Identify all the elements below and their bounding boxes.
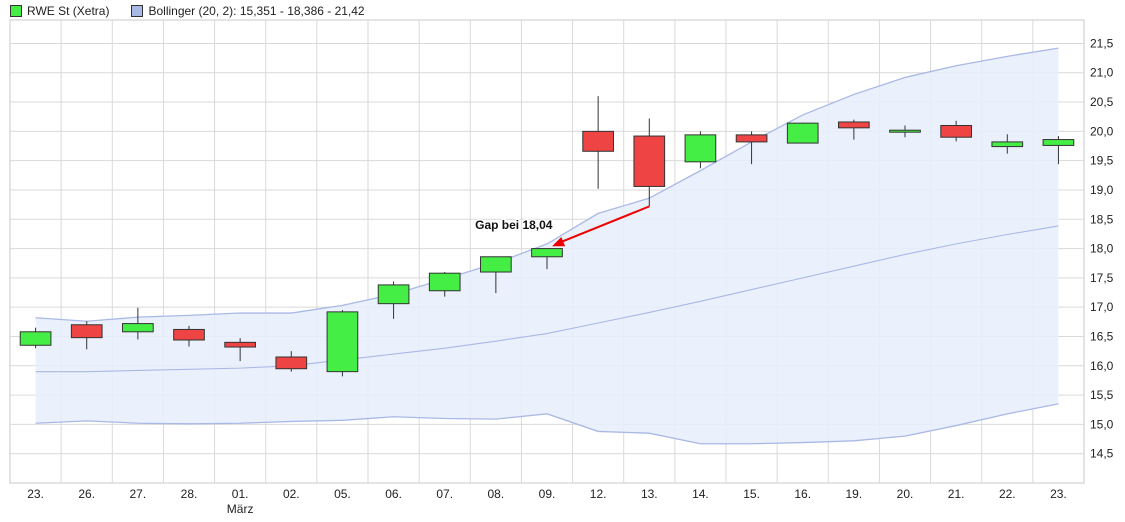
- legend: RWE St (Xetra) Bollinger (20, 2): 15,351…: [10, 4, 365, 18]
- candle-up: [428, 272, 461, 292]
- legend-label-bollinger: Bollinger (20, 2): 15,351 - 18,386 - 21,…: [148, 4, 365, 18]
- y-tick-label: 18,5: [1090, 212, 1114, 226]
- candle-down: [275, 356, 308, 370]
- candle-down: [224, 341, 256, 348]
- y-tick-label: 18,0: [1090, 242, 1114, 256]
- legend-item-bollinger: Bollinger (20, 2): 15,351 - 18,386 - 21,…: [131, 4, 365, 18]
- bollinger-upper-line: [35, 47, 1059, 322]
- legend-swatch-bollinger: [131, 5, 144, 17]
- x-tick-label: 23.: [1050, 487, 1067, 501]
- x-tick-label: 08.: [488, 487, 505, 501]
- candle-up: [326, 311, 359, 373]
- y-tick-label: 17,0: [1090, 300, 1114, 314]
- annotation-label: Gap bei 18,04: [475, 218, 553, 232]
- candle-down: [735, 134, 768, 143]
- x-tick-label: 01.: [232, 487, 249, 501]
- bollinger-band-area: [35, 48, 1059, 444]
- candle-down: [173, 328, 205, 341]
- x-tick-label: 22.: [999, 487, 1016, 501]
- candle-up: [480, 256, 512, 273]
- legend-swatch-stock: [10, 5, 22, 17]
- candle-down: [70, 324, 103, 339]
- y-tick-label: 19,5: [1090, 154, 1114, 168]
- candle-down: [633, 135, 666, 187]
- y-tick-label: 21,0: [1090, 66, 1114, 80]
- y-tick-label: 20,0: [1090, 124, 1114, 138]
- candle-up: [684, 134, 717, 163]
- bollinger-lower-line: [35, 403, 1059, 445]
- candle-up: [122, 323, 154, 333]
- x-tick-label: 16.: [794, 487, 811, 501]
- candle-up: [377, 284, 410, 305]
- x-tick-label: 14.: [692, 487, 709, 501]
- candle-down: [940, 124, 972, 138]
- x-tick-label: 13.: [641, 487, 658, 501]
- candle-up: [991, 141, 1024, 148]
- x-tick-label: 26.: [78, 487, 95, 501]
- x-sub-label: März: [227, 502, 254, 516]
- y-tick-label: 19,0: [1090, 183, 1114, 197]
- x-tick-label: 15.: [743, 487, 760, 501]
- candle-down: [582, 130, 614, 152]
- x-tick-label: 05.: [334, 487, 351, 501]
- legend-label-stock: RWE St (Xetra): [27, 4, 110, 18]
- x-tick-label: 23.: [27, 487, 44, 501]
- x-tick-label: 07.: [436, 487, 453, 501]
- candle-up: [786, 122, 819, 144]
- y-tick-label: 20,5: [1090, 95, 1114, 109]
- candle-up: [19, 331, 52, 346]
- y-tick-label: 15,5: [1090, 388, 1114, 402]
- y-tick-label: 15,0: [1090, 417, 1114, 431]
- x-tick-label: 27.: [130, 487, 147, 501]
- x-tick-label: 09.: [539, 487, 556, 501]
- x-tick-label: 20.: [897, 487, 914, 501]
- y-tick-label: 17,5: [1090, 271, 1114, 285]
- candle-up: [889, 129, 921, 133]
- x-tick-label: 06.: [385, 487, 402, 501]
- annotation-arrow-line: [557, 205, 650, 245]
- candle-up: [531, 248, 563, 258]
- x-tick-label: 21.: [948, 487, 965, 501]
- x-tick-label: 12.: [590, 487, 607, 501]
- candle-up: [1042, 139, 1075, 146]
- y-tick-label: 21,5: [1090, 36, 1114, 50]
- y-tick-label: 14,5: [1090, 447, 1114, 461]
- y-tick-label: 16,0: [1090, 359, 1114, 373]
- x-tick-label: 19.: [846, 487, 863, 501]
- y-tick-label: 16,5: [1090, 329, 1114, 343]
- x-tick-label: 02.: [283, 487, 300, 501]
- bollinger-middle-line: [35, 225, 1059, 373]
- legend-item-stock: RWE St (Xetra): [10, 4, 109, 18]
- candle-down: [838, 121, 870, 129]
- x-tick-label: 28.: [181, 487, 198, 501]
- annotation-arrow-head: [552, 237, 566, 247]
